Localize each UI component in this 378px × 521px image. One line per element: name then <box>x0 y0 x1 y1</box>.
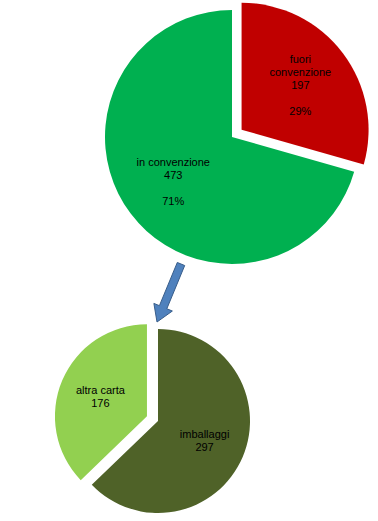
label-line: altra carta <box>76 384 126 396</box>
label-line: imballaggi <box>180 428 230 440</box>
pie-slice <box>242 3 369 165</box>
slice-category-label: imballaggi <box>180 428 230 440</box>
slices <box>55 324 250 513</box>
slice-percent-label: 29% <box>289 105 311 117</box>
slices <box>105 3 369 264</box>
chart-canvas: fuoriconvenzione197 29% in convenzione473 7… <box>0 0 378 521</box>
slice-value-label: 176 <box>91 397 109 409</box>
slice-value-label: 197 <box>291 79 309 91</box>
label-line: in convenzione <box>137 156 210 168</box>
slice-category-label: fuoriconvenzione <box>269 53 331 78</box>
slice-percent-label: 71% <box>162 195 184 207</box>
label-line: fuori <box>290 53 311 65</box>
pie-slice <box>55 324 147 480</box>
labels: imballaggi297 altra carta176 <box>76 384 229 453</box>
pie-chart: fuoriconvenzione197 29% in convenzione473 7… <box>105 3 369 264</box>
pie-chart: imballaggi297 altra carta176 <box>55 324 250 513</box>
labels: fuoriconvenzione197 29% in convenzione473 7… <box>137 53 332 207</box>
slice-value-label: 473 <box>164 169 182 181</box>
arrow <box>154 262 185 322</box>
slice-value-label: 297 <box>195 441 213 453</box>
slice-category-label: in convenzione <box>137 156 210 168</box>
label-line: convenzione <box>269 66 331 78</box>
pie-slice <box>105 10 354 264</box>
slice-category-label: altra carta <box>76 384 126 396</box>
